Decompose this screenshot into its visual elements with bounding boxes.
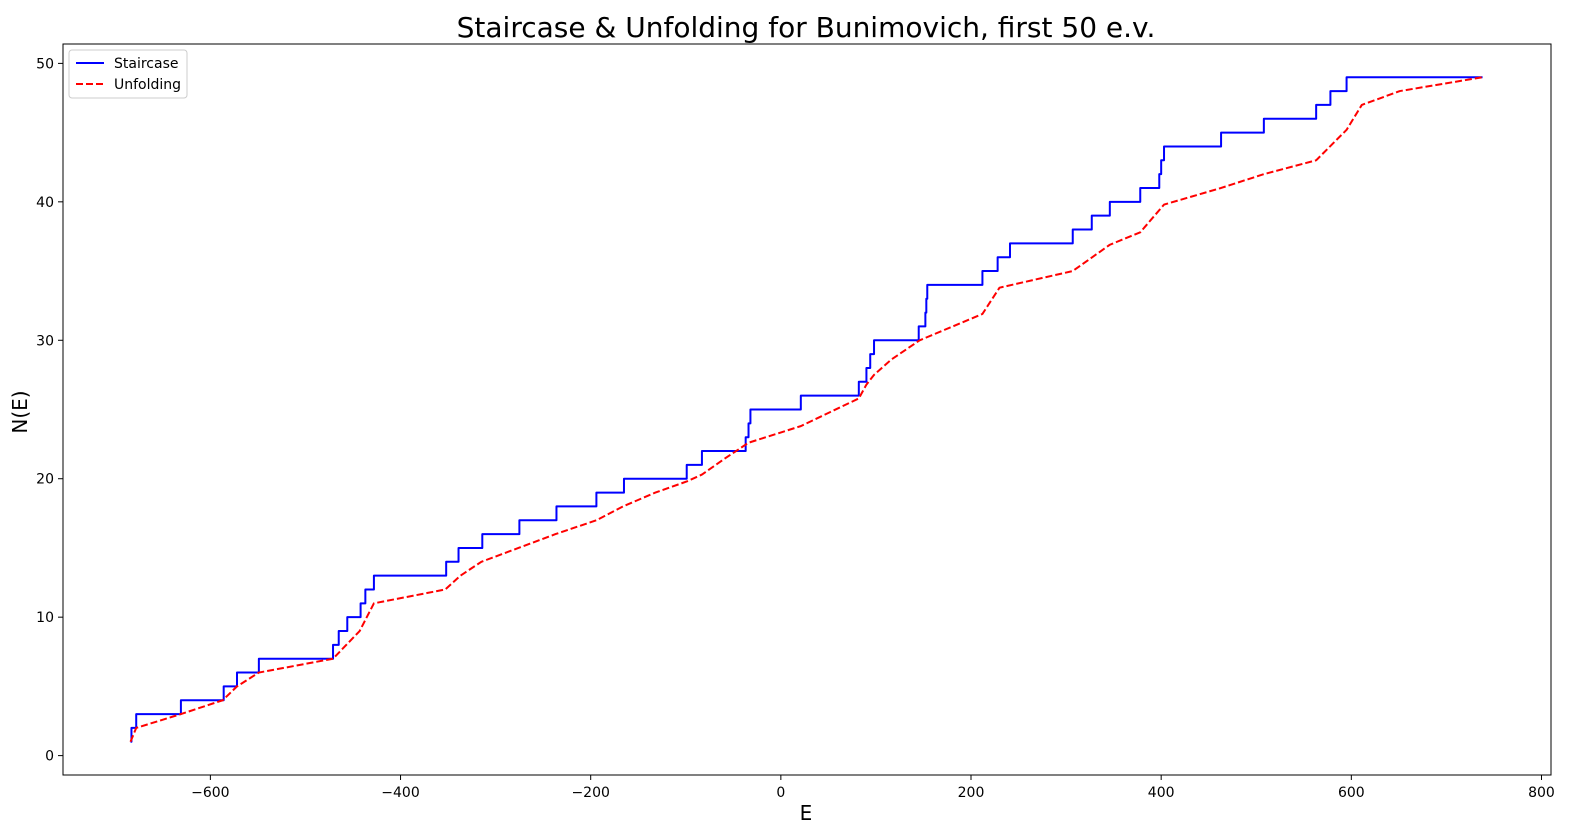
x-tick-label: −600 [191,785,229,801]
x-tick-label: −400 [381,785,419,801]
legend-staircase-label: Staircase [114,56,178,72]
y-tick-label: 10 [36,610,54,626]
plot-area [129,76,1483,743]
x-tick-label: −200 [571,785,609,801]
series-line-unfolding [129,76,1483,743]
axes-frame [62,43,1552,776]
legend: Staircase Unfolding [68,49,188,99]
tick-layer: −600 −400 −200 0 200 400 600 800 0 10 20 30 40 50 [36,56,1555,801]
x-tick-label: 200 [958,785,985,801]
y-tick-label: 40 [36,195,54,211]
x-tick-label: 800 [1528,785,1555,801]
y-tick-label: 50 [36,56,54,72]
x-axis-label: E [800,801,813,825]
x-tick-label: 600 [1338,785,1365,801]
y-tick-label: 30 [36,333,54,349]
legend-unfolding-label: Unfolding [114,77,181,93]
x-tick-label: 0 [776,785,785,801]
y-axis-label: N(E) [8,390,32,433]
y-tick-label: 20 [36,472,54,488]
y-tick-label: 0 [45,749,54,765]
series-line-staircase [130,76,1483,743]
x-tick-label: 400 [1148,785,1175,801]
chart-title: Staircase & Unfolding for Bunimovich, fi… [457,11,1156,44]
